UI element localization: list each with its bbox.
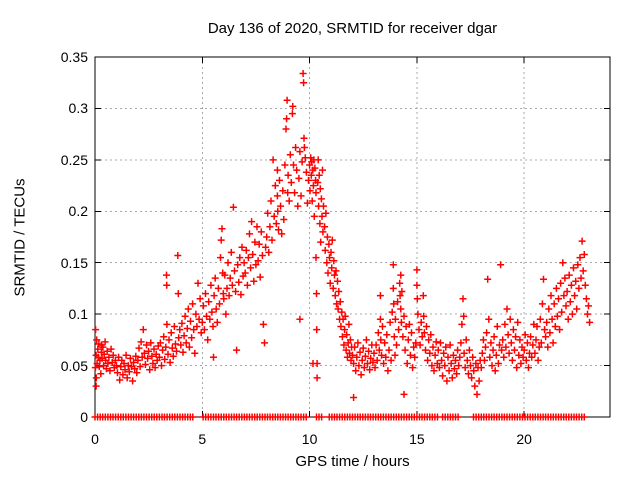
y-tick-label: 0.1 <box>68 306 88 323</box>
x-tick-label: 15 <box>409 431 425 447</box>
y-tick-label: 0.25 <box>60 151 88 168</box>
x-axis-title: GPS time / hours <box>295 453 410 470</box>
x-tick-label: 10 <box>301 431 318 447</box>
y-tick-label: 0 <box>80 409 88 425</box>
chart-title: Day 136 of 2020, SRMTID for receiver dga… <box>207 20 498 37</box>
scatter-plus-markers <box>91 70 594 421</box>
y-tick-label: 0.35 <box>60 49 88 65</box>
x-tick-label: 0 <box>91 431 99 447</box>
y-tick-label: 0.05 <box>60 357 88 374</box>
y-tick-label: 0.15 <box>60 254 88 271</box>
grid-lines <box>95 57 610 417</box>
x-tick-label: 20 <box>516 431 532 447</box>
y-tick-label: 0.3 <box>68 100 88 117</box>
y-tick-label: 0.2 <box>68 203 88 220</box>
x-tick-label: 5 <box>198 431 207 447</box>
